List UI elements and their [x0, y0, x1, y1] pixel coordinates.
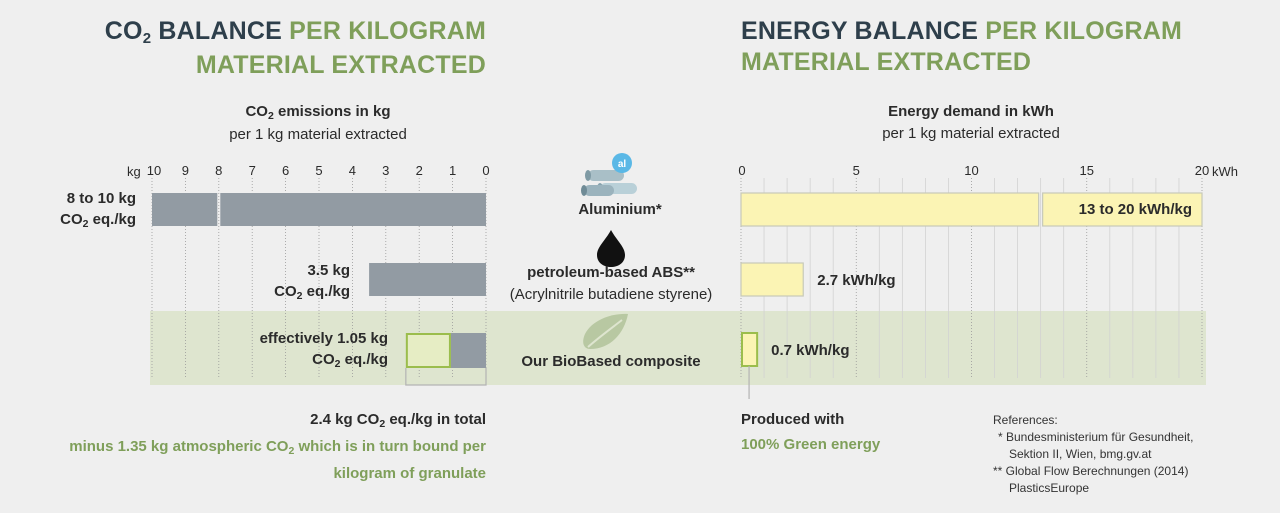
energy-title-line2: MATERIAL EXTRACTED — [741, 48, 1032, 76]
co2-bar-aluminium-min — [220, 193, 487, 226]
aluminium-pipes-icon — [581, 153, 637, 196]
reference-line: PlasticsEurope — [1009, 481, 1090, 495]
references-title: References: — [993, 413, 1058, 427]
co2-tick-label: 6 — [282, 163, 289, 178]
energy-axis-subtitle: per 1 kg material extracted — [882, 125, 1060, 142]
co2-tick-label: 0 — [482, 163, 489, 178]
aluminium-badge: al — [618, 159, 627, 170]
co2-tick-label: 5 — [315, 163, 322, 178]
energy-label-bio: 0.7 kWh/kg — [771, 342, 850, 359]
co2-title-part: BALANCE — [151, 17, 282, 45]
co2-label-value: effectively 1.05 kg — [259, 330, 388, 347]
material-label-bio: Our BioBased composite — [521, 353, 701, 370]
co2-unit-label: kg — [127, 164, 141, 179]
co2-note-subscript: 2 — [288, 445, 295, 457]
energy-axis-title-text: Energy demand in kWh — [888, 103, 1054, 120]
co2-label-unit-part: eq./kg — [302, 283, 350, 300]
co2-label-unit-part: CO — [312, 351, 335, 368]
produced-with-label: Produced with — [741, 411, 845, 428]
co2-note-line2: kilogram of granulate — [333, 465, 486, 482]
co2-tick-label: 3 — [382, 163, 389, 178]
co2-bar-bio-effective — [450, 333, 486, 368]
co2-bar-abs — [369, 263, 486, 296]
co2-tick-label: 2 — [416, 163, 423, 178]
co2-label-unit-part: CO — [60, 211, 83, 228]
co2-label-subscript: 2 — [334, 358, 341, 370]
co2-title-line2: MATERIAL EXTRACTED — [195, 51, 486, 79]
reference-line: Sektion II, Wien, bmg.gv.at — [1009, 447, 1152, 461]
co2-bar-aluminium-range — [152, 193, 218, 226]
co2-note-part: minus 1.35 kg atmospheric CO — [69, 438, 289, 455]
co2-axis-title-part: CO — [245, 103, 268, 120]
co2-title-highlight: PER KILOGRAM — [282, 17, 486, 45]
bio-total-bracket — [405, 368, 487, 386]
material-label-abs: petroleum-based ABS** (Acrylnitrile buta… — [480, 262, 742, 306]
co2-title-subscript: 2 — [142, 30, 152, 47]
material-label-abs-line1: petroleum-based ABS** — [527, 264, 695, 281]
energy-label-abs: 2.7 kWh/kg — [817, 272, 896, 289]
co2-tick-labels: 10 9 8 7 6 5 4 3 2 1 0 — [147, 163, 490, 178]
green-energy-label: 100% Green energy — [741, 436, 881, 453]
co2-bar-bio-bound — [405, 333, 451, 368]
references: References: * Bundesministerium für Gesu… — [993, 412, 1193, 497]
co2-axis-title: CO2 emissions in kg per 1 kg material ex… — [150, 101, 486, 146]
energy-tick-label: 10 — [964, 163, 978, 178]
energy-tick-labels: 0 5 10 15 20 — [738, 163, 1209, 178]
material-label-abs-line2: (Acrylnitrile butadiene styrene) — [509, 286, 713, 303]
co2-total-part: eq./kg in total — [385, 411, 486, 428]
bio-highlight-band — [150, 311, 1206, 385]
co2-total-subscript: 2 — [379, 418, 386, 430]
co2-bound-note: minus 1.35 kg atmospheric CO2 which is i… — [69, 434, 486, 487]
co2-label-unit-part: eq./kg — [88, 211, 136, 228]
energy-tick-label: 5 — [853, 163, 860, 178]
energy-title-highlight: PER KILOGRAM — [978, 17, 1183, 45]
co2-label-bio: effectively 1.05 kg CO2 eq./kg — [260, 328, 388, 372]
co2-tick-label: 8 — [215, 163, 222, 178]
energy-tick-label: 20 — [1195, 163, 1209, 178]
energy-bars — [740, 192, 1203, 367]
co2-tick-label: 4 — [349, 163, 356, 178]
material-label-aluminium: Aluminium* — [578, 201, 662, 218]
co2-tick-label: 10 — [147, 163, 161, 178]
co2-total-part: 2.4 kg CO — [310, 411, 380, 428]
energy-tick-label: 15 — [1080, 163, 1094, 178]
oil-drop-icon — [597, 230, 625, 267]
reference-line: * Bundesministerium für Gesundheit, — [998, 430, 1194, 444]
co2-note-part: which is in turn bound per — [294, 438, 486, 455]
energy-bar-bio — [741, 332, 759, 367]
energy-title: ENERGY BALANCE PER KILOGRAM MATERIAL EXT… — [741, 16, 1182, 78]
co2-label-subscript: 2 — [82, 218, 89, 230]
energy-title-part: ENERGY BALANCE — [741, 17, 979, 45]
co2-total-label: 2.4 kg CO2 eq./kg in total — [310, 409, 486, 432]
co2-tick-label: 7 — [249, 163, 256, 178]
energy-tick-label: 0 — [738, 163, 745, 178]
co2-label-value: 3.5 kg — [307, 262, 350, 279]
energy-label-aluminium: 13 to 20 kWh/kg — [1078, 201, 1192, 218]
reference-line: ** Global Flow Berechnungen (2014) — [993, 464, 1189, 478]
energy-bar-aluminium-min — [740, 192, 1040, 227]
co2-label-abs: 3.5 kg CO2 eq./kg — [274, 260, 350, 304]
energy-axis-title: Energy demand in kWh per 1 kg material e… — [740, 101, 1202, 145]
co2-label-unit-part: CO — [274, 283, 297, 300]
co2-label-aluminium: 8 to 10 kg CO2 eq./kg — [60, 188, 136, 232]
energy-unit-label: kWh — [1212, 164, 1238, 179]
energy-bar-abs — [740, 262, 804, 297]
co2-title-part: CO — [104, 17, 143, 45]
co2-bars — [152, 193, 487, 368]
co2-axis-title-part: emissions in kg — [273, 103, 391, 120]
leaf-icon — [583, 313, 628, 349]
co2-label-subscript: 2 — [296, 290, 303, 302]
co2-label-value: 8 to 10 kg — [66, 190, 136, 207]
co2-label-unit-part: eq./kg — [340, 351, 388, 368]
co2-tick-label: 1 — [449, 163, 456, 178]
co2-title: CO2 BALANCE PER KILOGRAM MATERIAL EXTRAC… — [105, 16, 486, 81]
co2-tick-label: 9 — [182, 163, 189, 178]
energy-bar-aluminium-range — [1042, 192, 1203, 227]
co2-axis-title-subscript: 2 — [267, 110, 274, 122]
co2-axis-subtitle: per 1 kg material extracted — [229, 126, 407, 143]
